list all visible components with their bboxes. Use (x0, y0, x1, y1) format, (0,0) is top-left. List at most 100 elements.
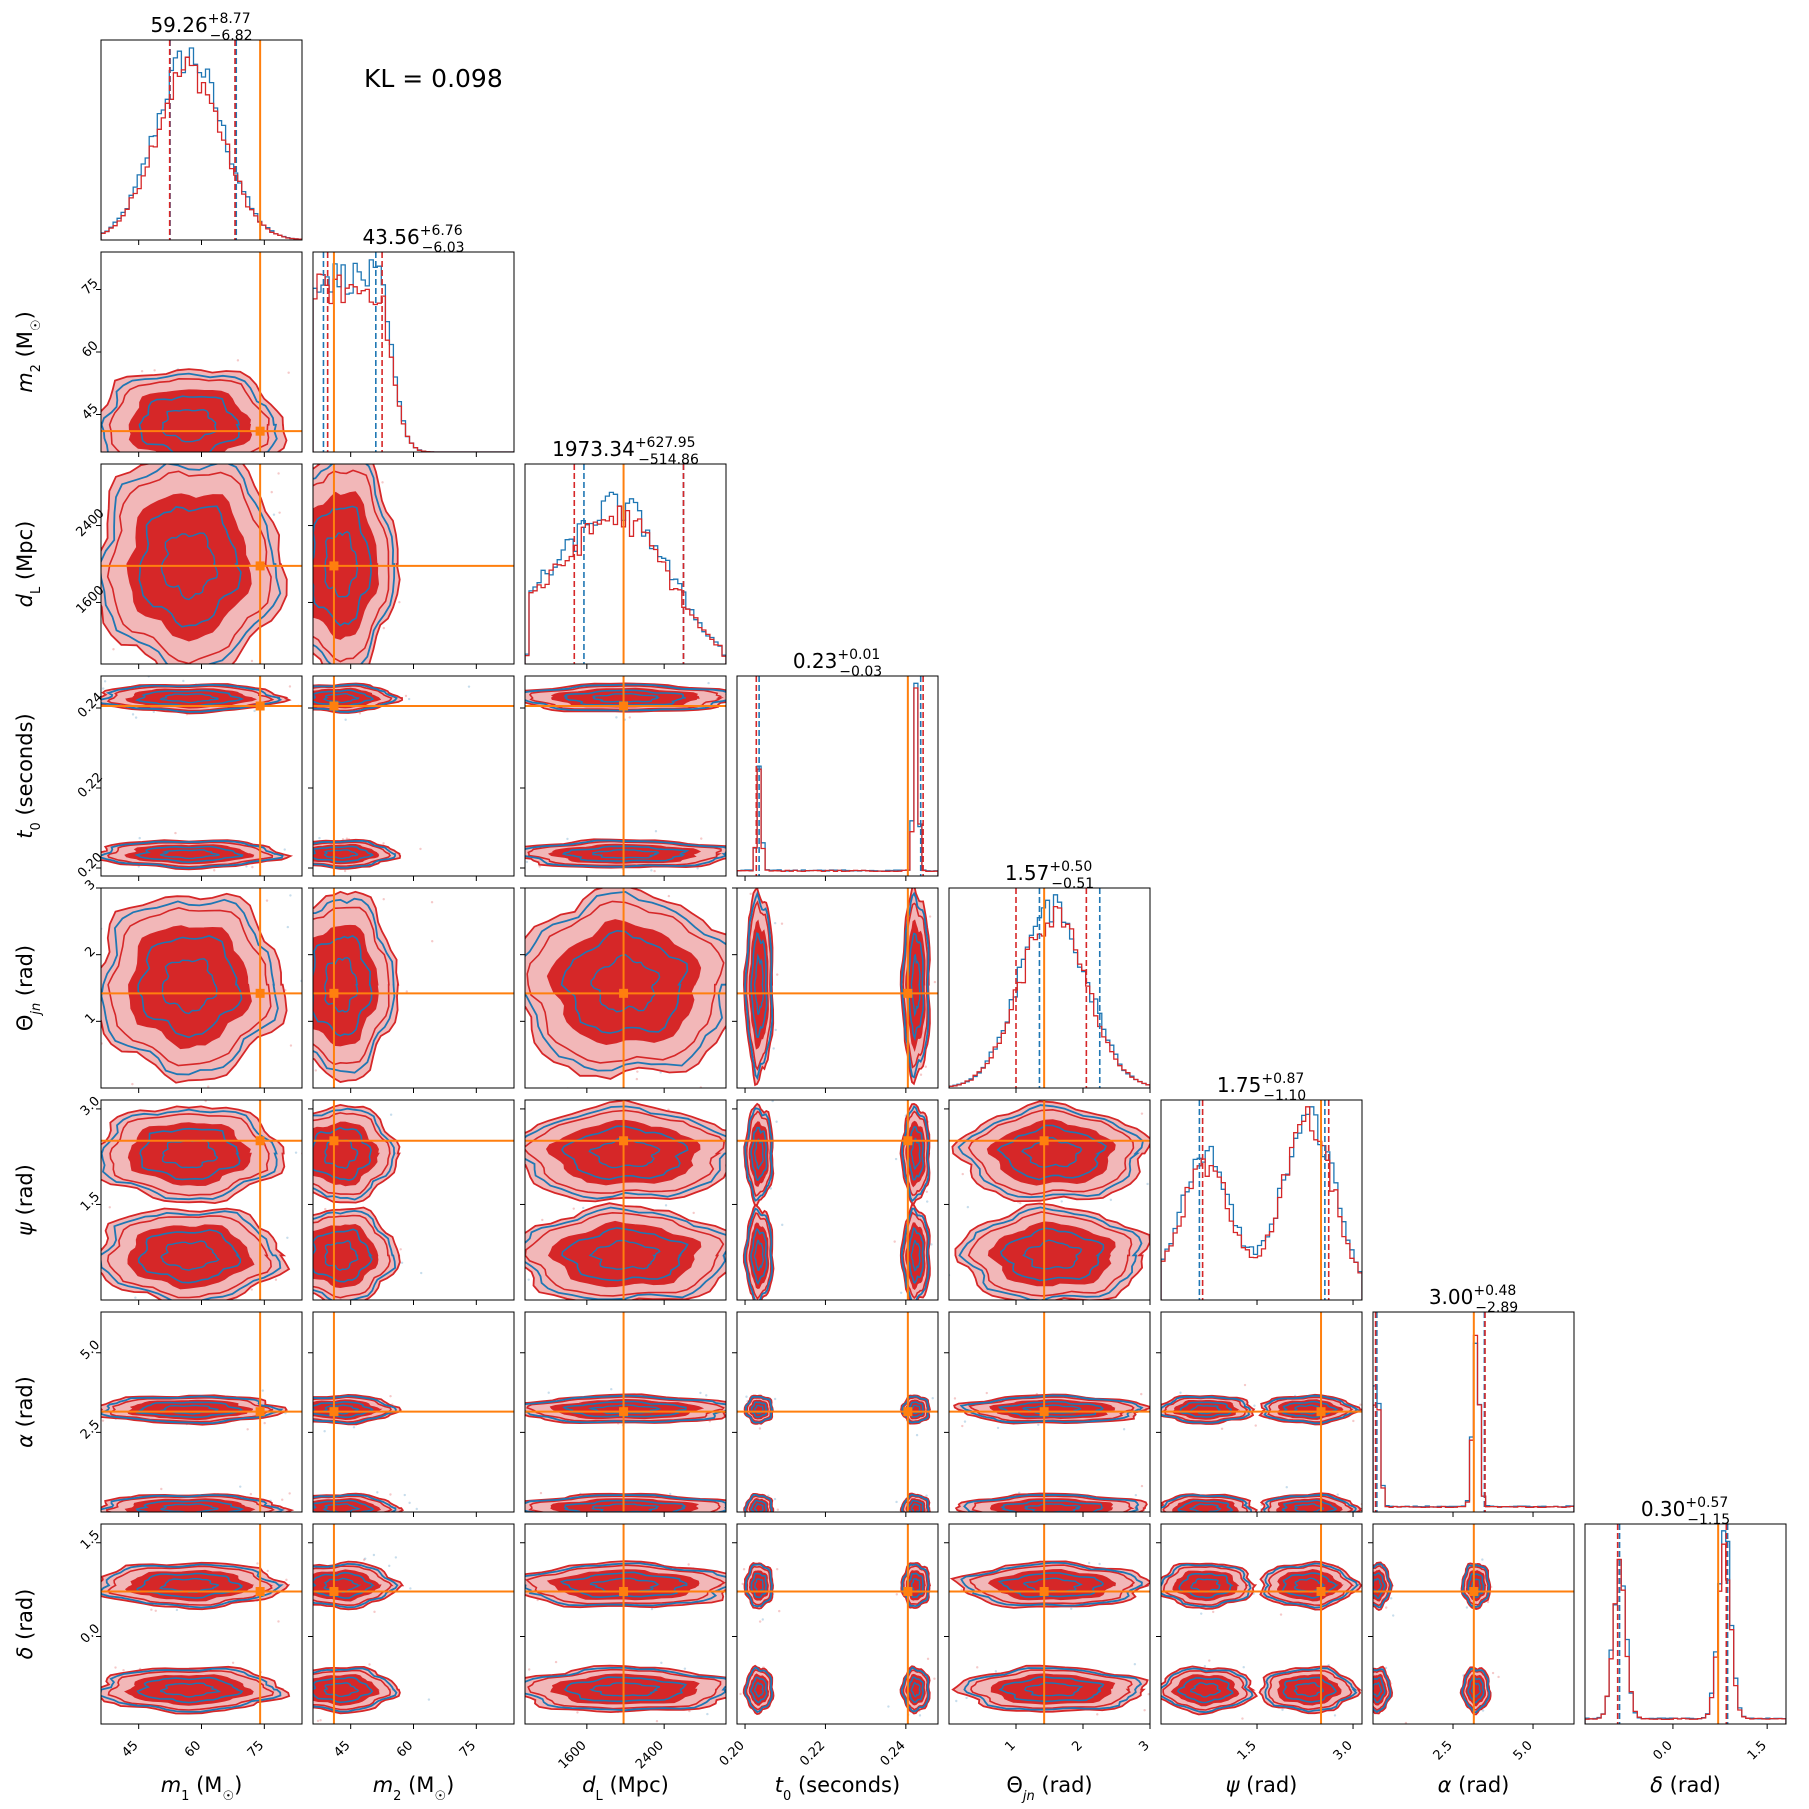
sample-point (35, 1684, 37, 1686)
sample-point (779, 1607, 781, 1609)
sample-point (924, 1065, 928, 1068)
truth-marker (1316, 1587, 1326, 1596)
x-tick-label-psi: 1.5 (1235, 1738, 1260, 1763)
contour-blue-core-00 (588, 1239, 661, 1270)
sample-point (583, 1512, 585, 1514)
sample-point (918, 1714, 922, 1717)
contour-blue-inner-01 (997, 1400, 1105, 1418)
sample-point (1203, 1665, 1207, 1668)
panel-psi-vs-thetajn (944, 1099, 1151, 1305)
contour-fill-mid-00 (528, 1495, 721, 1512)
sample-point (85, 435, 87, 437)
sample-point (1362, 1582, 1364, 1584)
truth-marker (1316, 1407, 1326, 1417)
contour-fill-mid-01 (967, 1108, 1135, 1196)
sample-point (231, 1661, 235, 1664)
contour-fill-mid-00 (1162, 1670, 1248, 1711)
sample-point (484, 709, 486, 711)
contour-fill-mid-01 (1162, 1565, 1249, 1606)
contour-fill-mid-00 (313, 1495, 393, 1512)
x-axis-label-dL: dL (Mpc) (582, 1773, 669, 1804)
sample-point (781, 1223, 784, 1227)
sample-point (714, 1515, 716, 1517)
sample-point (269, 1513, 271, 1515)
sample-point (1090, 1535, 1092, 1537)
contour-blue-core-00 (161, 408, 217, 443)
contour-blue-inner-00 (137, 935, 243, 1039)
sample-point (295, 696, 297, 698)
contour-blue-outer-00 (525, 1494, 726, 1512)
contour-blue-inner-00 (560, 929, 689, 1034)
sample-point (316, 1719, 320, 1723)
sample-point (1281, 1708, 1284, 1712)
sample-point (76, 1670, 78, 1672)
sample-point (174, 831, 177, 835)
sample-point (287, 1421, 289, 1423)
sample-point (297, 1133, 299, 1135)
contour-blue-outer-00 (963, 1667, 1143, 1711)
sample-point (382, 626, 386, 630)
contour-fill-mid-01 (106, 685, 275, 712)
contour-blue-outer-01 (1161, 1563, 1252, 1608)
sample-point (197, 1323, 199, 1325)
contour-blue-inner-01 (559, 1571, 688, 1599)
sample-point (250, 659, 254, 663)
panel-t0-vs-t0: 0.23+0.01 −0.03 (736, 647, 939, 881)
sample-point (250, 1288, 253, 1291)
sample-point (1133, 1663, 1137, 1666)
sample-point (467, 1685, 469, 1687)
contour-blue-core-01 (324, 1139, 359, 1170)
sample-point (310, 536, 312, 538)
panel-frame (100, 39, 303, 241)
contour-blue-outer-01 (525, 1562, 726, 1607)
sample-point (525, 860, 529, 864)
sample-point (761, 1105, 763, 1107)
contour-blue-core-00 (322, 1503, 361, 1512)
sample-point (792, 1006, 794, 1008)
contour-blue-core-00 (753, 1503, 764, 1512)
sample-point (931, 1397, 934, 1400)
contour-blue-outer-00 (101, 898, 279, 1076)
sample-point (400, 1261, 404, 1265)
contour-blue-outer-10 (900, 1207, 930, 1300)
contour-blue-outer-00 (525, 1206, 726, 1300)
sample-point (266, 1569, 269, 1573)
sample-point (283, 848, 286, 851)
sample-point (769, 1187, 773, 1190)
sample-point (732, 1249, 734, 1251)
sample-point (1369, 1594, 1371, 1596)
sample-point (602, 1303, 604, 1305)
sample-point (7, 711, 9, 713)
sample-point (930, 1243, 933, 1246)
sample-point (275, 1307, 277, 1309)
sample-point (308, 518, 310, 520)
sample-point (154, 1609, 157, 1612)
sample-point (996, 1426, 1000, 1430)
sample-point (66, 426, 68, 428)
contour-blue-outer-11 (1263, 1394, 1361, 1425)
sample-point (772, 1047, 775, 1050)
sample-point (375, 811, 377, 813)
sample-point (1200, 1612, 1203, 1615)
sample-point (669, 1492, 672, 1496)
sample-point (441, 1264, 443, 1266)
sample-point (420, 1064, 422, 1066)
contour-blue-core-01 (587, 1404, 662, 1415)
histogram-blue-psi (1161, 1106, 1362, 1300)
contour-blue-inner-00 (1373, 1676, 1386, 1703)
contour-fill-mid-00 (745, 900, 772, 1071)
sample-point (742, 1568, 746, 1571)
sample-point (72, 478, 74, 480)
sample-point (281, 512, 283, 514)
y-axis-label-t0: t0 (seconds) (13, 713, 44, 838)
sample-point (227, 1518, 229, 1520)
sample-point (273, 1573, 275, 1575)
contour-blue-outer-10 (1262, 1493, 1357, 1512)
contour-blue-outer-01 (525, 1105, 726, 1200)
sample-point (1153, 1514, 1155, 1516)
sample-point (304, 1502, 306, 1504)
sample-point (538, 865, 541, 868)
sample-point (1365, 1686, 1367, 1688)
contour-fill-mid-01 (525, 1109, 725, 1194)
sample-point (758, 1427, 762, 1430)
